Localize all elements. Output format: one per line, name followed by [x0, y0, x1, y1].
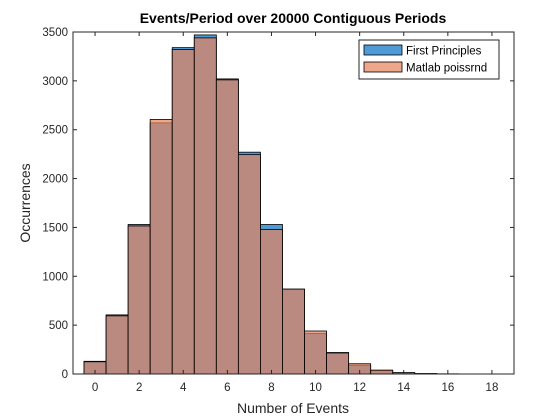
y-tick-label: 0: [62, 369, 68, 381]
bar-matlab-poissrnd-11: [326, 352, 350, 375]
bar-matlab-poissrnd-2: [127, 225, 151, 375]
y-tick-label: 3500: [42, 27, 68, 39]
y-tick-label: 3000: [42, 76, 68, 88]
x-tick-label: 14: [397, 382, 410, 394]
legend-swatch-first-principles: [363, 44, 403, 56]
plot-area-frame: [72, 31, 515, 375]
y-tick-label: 1500: [42, 222, 68, 234]
x-tick-label: 10: [309, 382, 322, 394]
x-tick-label: 18: [486, 382, 499, 394]
bar-matlab-poissrnd-13: [370, 369, 394, 375]
x-tick-label: 6: [224, 382, 230, 394]
x-tick-label: 0: [92, 382, 98, 394]
bar-matlab-poissrnd-4: [171, 49, 195, 375]
y-tick-label: 2000: [42, 174, 68, 186]
x-axis-label: Number of Events: [237, 400, 349, 416]
legend-label-first-principles: First Principles: [406, 46, 482, 58]
x-tick-label: 8: [268, 382, 274, 394]
series-matlab-poissrnd: [83, 37, 460, 375]
bar-matlab-poissrnd-5: [193, 37, 217, 375]
bar-matlab-poissrnd-8: [260, 228, 283, 375]
bar-matlab-poissrnd-9: [282, 288, 305, 375]
chart-legend: First Principles Matlab poissrnd: [358, 39, 500, 80]
bar-matlab-poissrnd-10: [304, 330, 327, 375]
x-tick-label: 2: [136, 382, 142, 394]
y-tick-label: 1000: [42, 271, 68, 283]
x-tick-label: 16: [441, 382, 454, 394]
x-axis-ticks: 0 2 4 6 8 10 12 14 16 18: [92, 32, 499, 394]
bar-matlab-poissrnd-6: [215, 79, 239, 375]
y-axis-label: Occurrences: [17, 163, 33, 242]
x-tick-label: 12: [353, 382, 366, 394]
x-tick-label: 4: [180, 382, 187, 394]
y-tick-label: 500: [49, 320, 68, 332]
y-axis-ticks: 0 500 1000 1500 2000 2500 3000 3500: [42, 27, 514, 381]
bar-matlab-poissrnd-1: [105, 315, 129, 375]
legend-label-matlab-poissrnd: Matlab poissrnd: [406, 63, 487, 75]
chart-title: Events/Period over 20000 Contiguous Peri…: [140, 10, 447, 26]
bar-matlab-poissrnd-3: [149, 119, 173, 375]
bar-matlab-poissrnd-7: [237, 154, 261, 375]
y-tick-label: 2500: [42, 125, 68, 137]
legend-swatch-matlab-poissrnd: [363, 61, 403, 73]
